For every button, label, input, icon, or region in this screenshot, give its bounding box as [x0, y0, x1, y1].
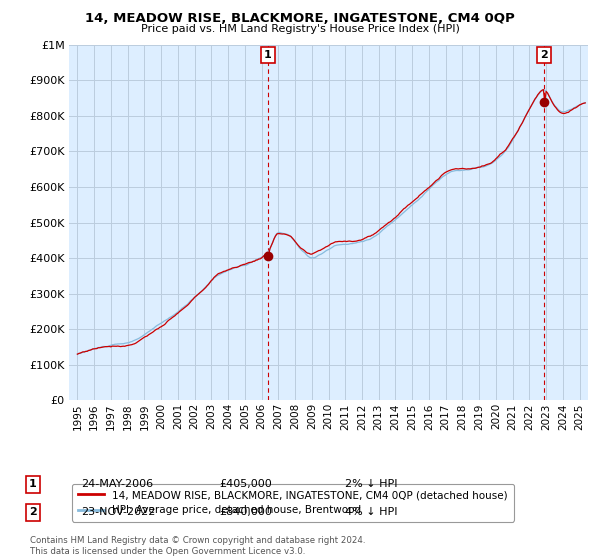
Text: £405,000: £405,000	[219, 479, 272, 489]
Text: 1: 1	[29, 479, 37, 489]
Text: £840,000: £840,000	[219, 507, 272, 517]
Text: 24-MAY-2006: 24-MAY-2006	[81, 479, 153, 489]
Legend: 14, MEADOW RISE, BLACKMORE, INGATESTONE, CM4 0QP (detached house), HPI: Average : 14, MEADOW RISE, BLACKMORE, INGATESTONE,…	[71, 484, 514, 521]
Text: 2: 2	[29, 507, 37, 517]
Text: 2% ↓ HPI: 2% ↓ HPI	[345, 479, 398, 489]
Text: 23-NOV-2022: 23-NOV-2022	[81, 507, 155, 517]
Text: 2: 2	[540, 50, 548, 60]
Text: Contains HM Land Registry data © Crown copyright and database right 2024.
This d: Contains HM Land Registry data © Crown c…	[30, 536, 365, 556]
Text: 14, MEADOW RISE, BLACKMORE, INGATESTONE, CM4 0QP: 14, MEADOW RISE, BLACKMORE, INGATESTONE,…	[85, 12, 515, 25]
Text: 1: 1	[264, 50, 272, 60]
Text: 4% ↓ HPI: 4% ↓ HPI	[345, 507, 398, 517]
Text: Price paid vs. HM Land Registry's House Price Index (HPI): Price paid vs. HM Land Registry's House …	[140, 24, 460, 34]
